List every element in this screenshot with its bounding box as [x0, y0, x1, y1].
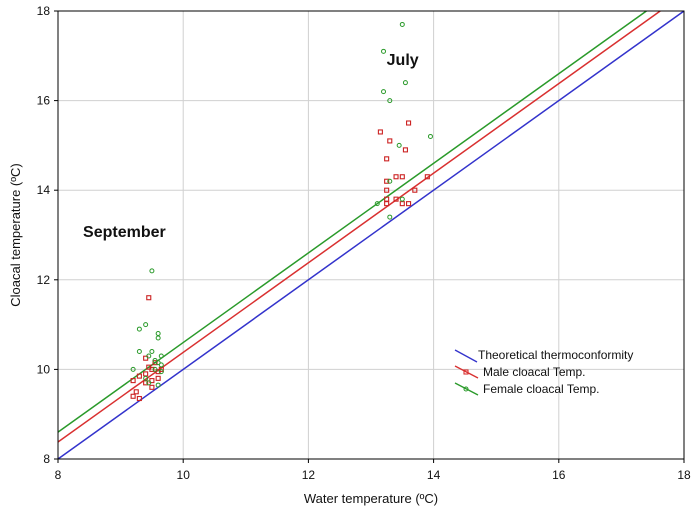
y-tick-label: 12	[37, 273, 51, 287]
axis-ticks: 8 10 12 14 16 18 8 10 12 14 16 18	[37, 4, 691, 482]
male-data-point	[387, 138, 393, 144]
male-data-point	[146, 295, 152, 301]
x-tick-label: 8	[55, 468, 62, 482]
female-data-point	[136, 348, 142, 354]
female-data-point	[387, 178, 393, 184]
female-data-point	[158, 369, 164, 375]
female-data-point	[158, 353, 164, 359]
legend: Theoretical thermoconformity Male cloacal…	[454, 348, 633, 396]
x-tick-label: 14	[427, 468, 441, 482]
male-data-point	[136, 373, 142, 379]
female-data-point	[136, 326, 142, 332]
male-data-point	[406, 201, 412, 207]
female-data-point	[152, 357, 158, 363]
male-data-point	[424, 174, 430, 180]
female-data-point	[402, 80, 408, 86]
male-data-point	[149, 378, 155, 384]
male-data-point	[399, 174, 405, 180]
data-points	[130, 21, 433, 402]
female-data-point	[381, 48, 387, 54]
female-data-point	[155, 360, 161, 366]
female-data-point	[381, 89, 387, 95]
y-tick-label: 16	[37, 94, 51, 108]
female-data-point	[130, 366, 136, 372]
y-tick-label: 8	[43, 452, 50, 466]
female-data-point	[396, 142, 402, 148]
male-data-point	[136, 395, 142, 402]
male-data-point	[377, 129, 383, 135]
female-data-point	[146, 353, 152, 359]
annotation-label: July	[387, 52, 419, 69]
x-tick-label: 10	[177, 468, 191, 482]
y-tick-label: 14	[37, 183, 51, 197]
male-data-point	[384, 156, 390, 162]
legend-swatch-line	[454, 349, 478, 363]
plot-frame	[57, 10, 685, 460]
female-data-point	[146, 380, 152, 386]
male-data-point	[384, 201, 390, 207]
legend-swatch-line	[454, 365, 479, 379]
reference-line-0	[57, 10, 685, 460]
male-data-point	[402, 147, 408, 153]
x-tick-label: 16	[552, 468, 566, 482]
legend-swatch-marker	[463, 369, 469, 375]
male-data-point	[143, 355, 149, 361]
y-axis-title: Cloacal temperature (ºC)	[8, 163, 23, 306]
female-data-point	[399, 21, 405, 27]
male-data-point	[130, 378, 136, 384]
female-data-point	[374, 201, 380, 207]
female-data-point	[155, 382, 161, 388]
legend-swatch-line	[454, 382, 479, 396]
male-data-point	[152, 360, 158, 366]
legend-label: Female cloacal Temp.	[483, 382, 600, 396]
female-data-point	[143, 322, 149, 328]
female-data-point	[155, 335, 161, 341]
male-data-point	[412, 187, 418, 193]
male-data-point	[149, 366, 155, 372]
female-data-point	[399, 196, 405, 202]
male-data-point	[393, 174, 399, 180]
male-data-point	[406, 120, 412, 126]
y-tick-label: 10	[37, 362, 51, 376]
y-tick-label: 18	[37, 4, 51, 18]
male-data-point	[384, 187, 390, 193]
female-data-point	[427, 133, 433, 139]
male-data-point	[149, 384, 155, 390]
x-tick-label: 12	[302, 468, 316, 482]
female-data-point	[387, 98, 393, 104]
female-data-point	[143, 375, 149, 381]
female-data-point	[387, 214, 393, 220]
x-axis-title: Water temperature (ºC)	[304, 491, 438, 506]
annotation-label: September	[83, 224, 166, 241]
male-data-point	[130, 393, 136, 399]
male-data-point	[133, 389, 139, 395]
male-data-point	[393, 196, 399, 202]
legend-label: Male cloacal Temp.	[483, 365, 586, 379]
legend-swatch-marker	[463, 386, 469, 392]
female-data-point	[158, 362, 164, 368]
x-tick-label: 18	[677, 468, 691, 482]
legend-label: Theoretical thermoconformity	[478, 348, 633, 362]
male-data-point	[155, 375, 161, 381]
annotations: July September	[83, 52, 419, 241]
female-data-point	[149, 268, 155, 274]
female-data-point	[152, 366, 158, 372]
grid-lines	[58, 11, 684, 459]
female-data-point	[149, 348, 155, 354]
male-data-point	[384, 178, 390, 184]
